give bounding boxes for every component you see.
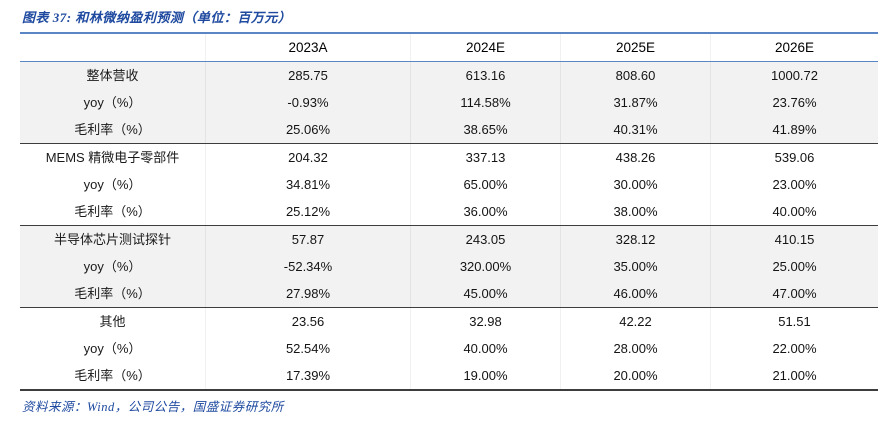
table-section: 整体营收 285.75 613.16 808.60 1000.72 yoy（%） -0.93… (20, 62, 878, 143)
value-cell: 47.00% (710, 280, 878, 307)
value-cell: 328.12 (560, 226, 710, 253)
value-cell: 613.16 (410, 62, 560, 89)
table-row: 毛利率（%） 25.06% 38.65% 40.31% 41.89% (20, 116, 878, 143)
value-cell: 30.00% (560, 171, 710, 198)
value-cell: 35.00% (560, 253, 710, 280)
value-cell: 27.98% (205, 280, 410, 307)
row-label: yoy（%） (83, 259, 142, 274)
value-cell: 243.05 (410, 226, 560, 253)
value-cell: 41.89% (710, 116, 878, 143)
value-cell: 34.81% (205, 171, 410, 198)
row-label: 毛利率（%） (74, 286, 151, 301)
table-row: yoy（%） -0.93% 114.58% 31.87% 23.76% (20, 89, 878, 116)
table-row: MEMS 精微电子零部件 204.32 337.13 438.26 539.06 (20, 144, 878, 171)
row-label: MEMS 精微电子零部件 (45, 150, 180, 165)
value-cell: 25.12% (205, 198, 410, 225)
value-cell: 40.00% (410, 335, 560, 362)
column-header-2024e: 2024E (410, 34, 560, 61)
row-label: yoy（%） (83, 95, 142, 110)
value-cell: 23.76% (710, 89, 878, 116)
row-label: yoy（%） (83, 341, 142, 356)
value-cell: 38.00% (560, 198, 710, 225)
table-row: yoy（%） 34.81% 65.00% 30.00% 23.00% (20, 171, 878, 198)
table-row: yoy（%） 52.54% 40.00% 28.00% 22.00% (20, 335, 878, 362)
value-cell: 31.87% (560, 89, 710, 116)
value-cell: -0.93% (205, 89, 410, 116)
value-cell: 65.00% (410, 171, 560, 198)
value-cell: 57.87 (205, 226, 410, 253)
value-cell: 42.22 (560, 308, 710, 335)
value-cell: 808.60 (560, 62, 710, 89)
column-header-blank (20, 34, 205, 61)
value-cell: 52.54% (205, 335, 410, 362)
row-label: yoy（%） (83, 177, 142, 192)
value-cell: 23.56 (205, 308, 410, 335)
value-cell: 539.06 (710, 144, 878, 171)
value-cell: 20.00% (560, 362, 710, 389)
table-header-row: 2023A 2024E 2025E 2026E (20, 34, 878, 62)
value-cell: 38.65% (410, 116, 560, 143)
table-section: MEMS 精微电子零部件 204.32 337.13 438.26 539.06 yoy（… (20, 143, 878, 225)
value-cell: 40.31% (560, 116, 710, 143)
row-label: 整体营收 (86, 68, 139, 83)
row-label: 毛利率（%） (74, 368, 151, 383)
row-label: 其他 (99, 314, 126, 329)
value-cell: 17.39% (205, 362, 410, 389)
value-cell: 320.00% (410, 253, 560, 280)
value-cell: 25.00% (710, 253, 878, 280)
row-label: 毛利率（%） (74, 122, 151, 137)
table-row: 其他 23.56 32.98 42.22 51.51 (20, 308, 878, 335)
table-row: 毛利率（%） 25.12% 36.00% 38.00% 40.00% (20, 198, 878, 225)
table-body: 整体营收 285.75 613.16 808.60 1000.72 yoy（%） -0.93… (20, 62, 878, 389)
value-cell: 22.00% (710, 335, 878, 362)
value-cell: 204.32 (205, 144, 410, 171)
column-header-2026e: 2026E (710, 34, 878, 61)
table-section: 半导体芯片测试探针 57.87 243.05 328.12 410.15 yoy（%） -5… (20, 225, 878, 307)
value-cell: -52.34% (205, 253, 410, 280)
column-header-2025e: 2025E (560, 34, 710, 61)
value-cell: 21.00% (710, 362, 878, 389)
column-header-2023a: 2023A (205, 34, 410, 61)
source-note: 资料来源：Wind，公司公告，国盛证券研究所 (22, 400, 284, 414)
row-label: 半导体芯片测试探针 (53, 232, 171, 247)
value-cell: 1000.72 (710, 62, 878, 89)
value-cell: 23.00% (710, 171, 878, 198)
table-row: 半导体芯片测试探针 57.87 243.05 328.12 410.15 (20, 226, 878, 253)
value-cell: 51.51 (710, 308, 878, 335)
row-label: 毛利率（%） (74, 204, 151, 219)
table-row: 整体营收 285.75 613.16 808.60 1000.72 (20, 62, 878, 89)
value-cell: 45.00% (410, 280, 560, 307)
value-cell: 438.26 (560, 144, 710, 171)
table-row: 毛利率（%） 27.98% 45.00% 46.00% 47.00% (20, 280, 878, 307)
value-cell: 285.75 (205, 62, 410, 89)
value-cell: 46.00% (560, 280, 710, 307)
value-cell: 337.13 (410, 144, 560, 171)
value-cell: 410.15 (710, 226, 878, 253)
table-row: yoy（%） -52.34% 320.00% 35.00% 25.00% (20, 253, 878, 280)
value-cell: 40.00% (710, 198, 878, 225)
table-section: 其他 23.56 32.98 42.22 51.51 yoy（%） 52.54% 40.00%… (20, 307, 878, 389)
value-cell: 28.00% (560, 335, 710, 362)
table-row: 毛利率（%） 17.39% 19.00% 20.00% 21.00% (20, 362, 878, 389)
forecast-table: 2023A 2024E 2025E 2026E 整体营收 285.75 613.16… (20, 32, 878, 391)
value-cell: 25.06% (205, 116, 410, 143)
value-cell: 19.00% (410, 362, 560, 389)
value-cell: 114.58% (410, 89, 560, 116)
value-cell: 36.00% (410, 198, 560, 225)
figure-title: 图表 37: 和林微纳盈利预测（单位：百万元） (22, 10, 292, 25)
value-cell: 32.98 (410, 308, 560, 335)
